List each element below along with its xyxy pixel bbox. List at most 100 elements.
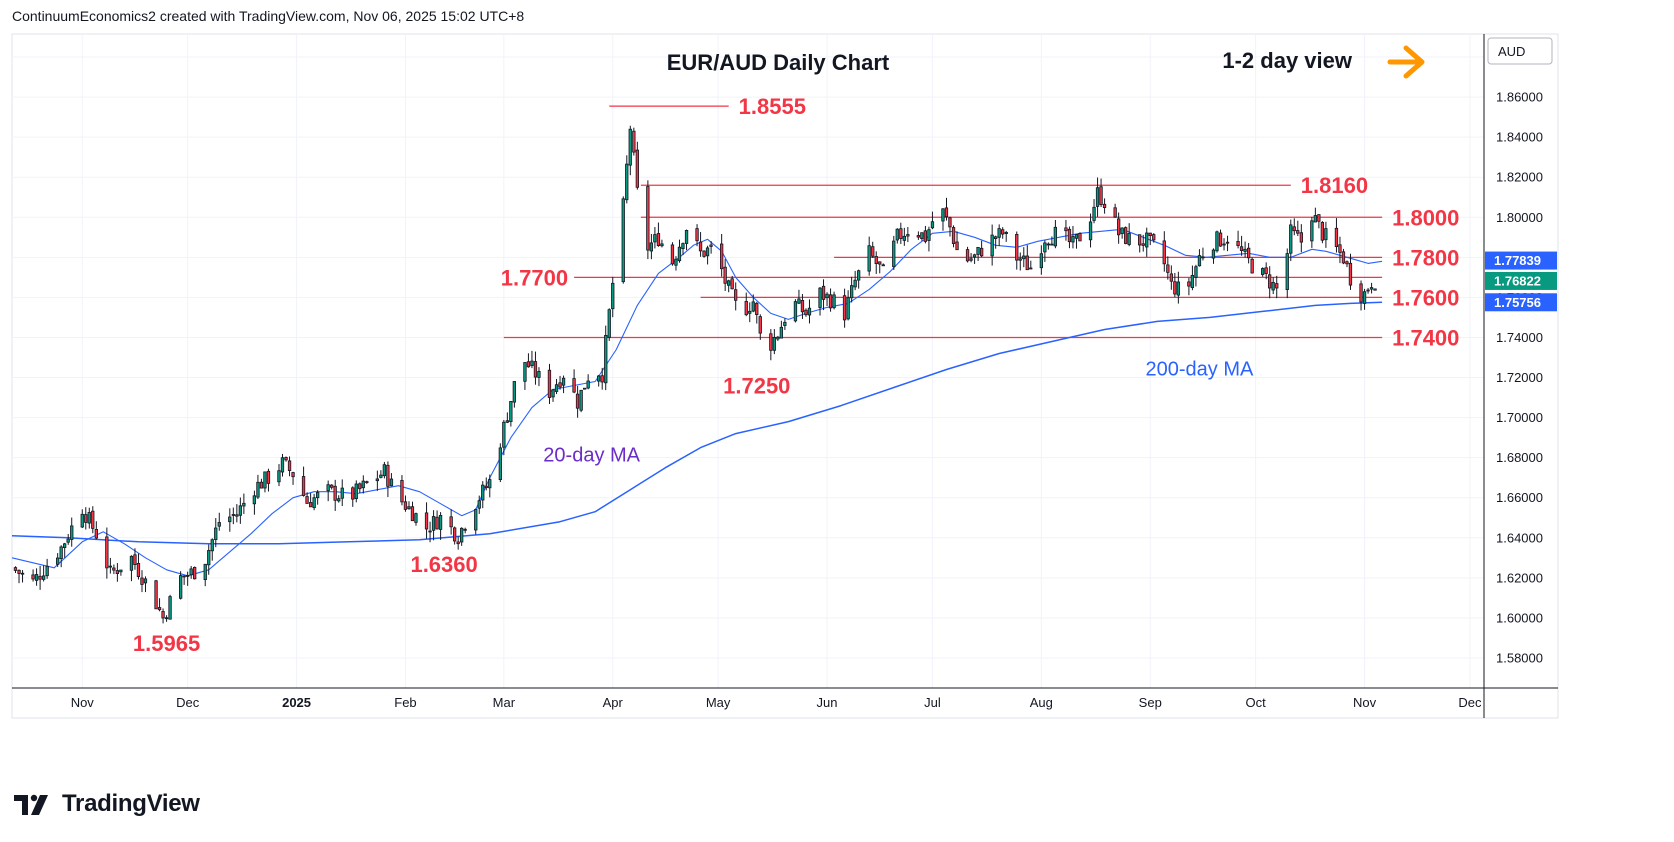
candle-down bbox=[13, 567, 18, 571]
candle-down bbox=[600, 375, 604, 383]
candle-up bbox=[185, 575, 190, 577]
candle-up bbox=[611, 282, 615, 310]
candle-up bbox=[382, 464, 387, 477]
candle-down bbox=[1264, 267, 1268, 274]
candlesticks bbox=[13, 125, 1377, 624]
candle-up bbox=[853, 279, 857, 288]
candle-up bbox=[625, 163, 629, 201]
candle-down bbox=[1239, 246, 1244, 251]
candle-up bbox=[1194, 266, 1198, 278]
candle-up bbox=[892, 240, 896, 268]
candle-up bbox=[481, 484, 485, 501]
candle-down bbox=[878, 261, 882, 265]
candle-down bbox=[1025, 255, 1029, 271]
candle-up bbox=[779, 326, 783, 339]
candle-down bbox=[656, 233, 661, 247]
candle-down bbox=[351, 487, 355, 500]
y-tick-label: 1.82000 bbox=[1496, 170, 1543, 185]
candle-up bbox=[207, 550, 211, 566]
candle-down bbox=[923, 230, 927, 242]
candle-up bbox=[867, 245, 871, 272]
candle-down bbox=[333, 485, 337, 501]
candle-up bbox=[34, 574, 39, 581]
candle-up bbox=[681, 243, 685, 250]
candle-down bbox=[456, 541, 460, 545]
candle-down bbox=[1029, 267, 1033, 270]
candle-up bbox=[906, 234, 910, 237]
tradingview-logo[interactable]: TradingView bbox=[14, 790, 200, 818]
annotation-label: 200-day MA bbox=[1146, 359, 1254, 381]
candle-up bbox=[1004, 231, 1008, 234]
candle-down bbox=[1292, 226, 1296, 232]
candle-up bbox=[438, 515, 443, 530]
candle-down bbox=[305, 496, 309, 504]
candle-down bbox=[1359, 283, 1363, 303]
candle-down bbox=[291, 472, 295, 478]
candle-down bbox=[428, 530, 432, 533]
candle-up bbox=[80, 513, 84, 528]
candle-down bbox=[955, 241, 959, 251]
candle-up bbox=[1243, 248, 1247, 252]
candle-down bbox=[1345, 261, 1349, 265]
candle-down bbox=[702, 250, 706, 257]
candle-up bbox=[1120, 227, 1124, 234]
candle-down bbox=[948, 217, 952, 228]
candle-down bbox=[698, 241, 703, 252]
currency-box bbox=[1487, 37, 1553, 65]
candle-up bbox=[178, 575, 183, 599]
candle-down bbox=[1299, 232, 1303, 243]
level-label: 1.7600 bbox=[1392, 285, 1459, 310]
candle-down bbox=[1166, 264, 1170, 273]
candle-down bbox=[31, 574, 35, 580]
candle-up bbox=[459, 527, 464, 543]
candle-up bbox=[537, 370, 541, 378]
candle-down bbox=[670, 244, 675, 265]
x-tick-label: Feb bbox=[394, 695, 416, 710]
candle-up bbox=[312, 497, 316, 509]
candle-down bbox=[365, 481, 369, 484]
candle-up bbox=[263, 471, 267, 489]
candle-down bbox=[1173, 281, 1177, 295]
candle-up bbox=[326, 484, 330, 492]
ma200-line bbox=[11, 301, 1383, 545]
y-tick-label: 1.84000 bbox=[1496, 130, 1543, 145]
candle-up bbox=[1285, 253, 1289, 291]
chart-titles: EUR/AUD Daily Chart 1-2 day view bbox=[667, 45, 1425, 79]
level-label: 1.7800 bbox=[1392, 245, 1459, 270]
candle-up bbox=[1074, 234, 1079, 239]
candle-up bbox=[277, 470, 281, 483]
candle-up bbox=[477, 500, 481, 509]
chart-frame bbox=[11, 33, 1559, 719]
candle-up bbox=[214, 527, 218, 541]
candle-down bbox=[1067, 228, 1072, 243]
candle-down bbox=[842, 295, 847, 321]
candle-down bbox=[1078, 233, 1082, 242]
ma20-path bbox=[11, 228, 1383, 577]
price-tag-label: 1.75756 bbox=[1494, 295, 1541, 310]
candle-down bbox=[386, 464, 390, 487]
y-tick-label: 1.74000 bbox=[1496, 330, 1543, 345]
candle-up bbox=[783, 321, 787, 326]
candle-down bbox=[259, 481, 264, 489]
candle-down bbox=[1169, 273, 1173, 282]
candle-up bbox=[414, 513, 418, 523]
candle-up bbox=[1176, 281, 1180, 296]
x-tick-label: Nov bbox=[71, 695, 95, 710]
candle-up bbox=[1088, 221, 1093, 241]
candle-down bbox=[572, 378, 576, 393]
candle-down bbox=[329, 484, 334, 488]
candle-up bbox=[498, 447, 503, 480]
candle-up bbox=[189, 568, 193, 576]
candle-down bbox=[646, 186, 650, 251]
candle-down bbox=[161, 611, 165, 619]
candle-down bbox=[157, 607, 162, 611]
candle-up bbox=[502, 421, 506, 448]
candle-down bbox=[1018, 258, 1022, 261]
candle-up bbox=[530, 360, 534, 367]
candle-down bbox=[449, 516, 453, 528]
annotation-label: 1.5965 bbox=[133, 631, 200, 656]
candle-up bbox=[63, 543, 67, 548]
candle-up bbox=[684, 229, 689, 244]
candle-down bbox=[1162, 240, 1166, 265]
